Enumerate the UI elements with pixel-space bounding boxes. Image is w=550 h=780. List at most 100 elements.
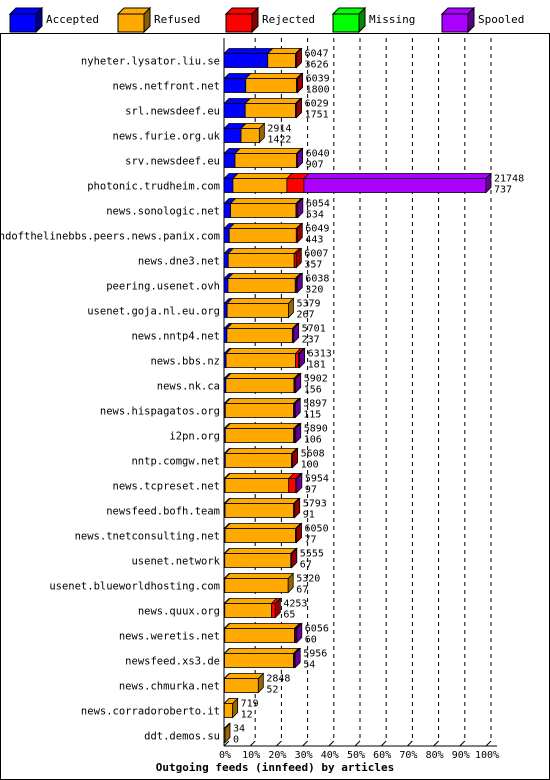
x-tick-label: 60%: [373, 750, 391, 761]
accepted-count-label: 1751: [305, 110, 329, 121]
bar-accepted: [223, 278, 229, 293]
bar-refused: [223, 703, 234, 718]
tick-mark-4: [328, 740, 335, 747]
legend-label-refused: Refused: [154, 13, 200, 26]
offered-count-label: 5320: [296, 574, 320, 585]
tick-mark-9: [459, 740, 466, 747]
bar-end-side: [294, 647, 301, 669]
offered-count-label: 6313: [308, 349, 332, 360]
bar-refused: [267, 53, 296, 68]
category-label: news.bbs.nz: [150, 356, 220, 368]
legend-swatch-rejected: [225, 13, 253, 33]
accepted-count-label: 907: [306, 160, 324, 171]
bar-refused-top: [224, 498, 300, 504]
accepted-count-label: 60: [305, 635, 317, 646]
bar-end-side: [296, 622, 303, 644]
bar-refused: [245, 78, 297, 93]
category-label: peering.usenet.ovh: [106, 281, 220, 293]
bar-refused: [228, 228, 297, 243]
offered-count-label: 5954: [305, 474, 329, 485]
bar-end-side: [297, 197, 304, 219]
category-label: news.chmurka.net: [119, 681, 220, 693]
bar-refused: [226, 303, 289, 318]
plot-area: 0% 10% 20% 30% 40% 50% 60% 70% 80% 90% 100% nyheter…: [0, 33, 550, 780]
offered-count-label: 5793: [303, 499, 327, 510]
accepted-count-label: 443: [305, 235, 323, 246]
bar-rejected: [271, 603, 276, 618]
bar-accepted: [223, 253, 229, 268]
x-tick-label: 100%: [475, 750, 499, 761]
legend-label-rejected: Rejected: [262, 13, 315, 26]
category-label: usenet.goja.nl.eu.org: [87, 306, 220, 318]
bar-end-side: [224, 722, 231, 744]
x-tick-label: 20%: [268, 750, 286, 761]
tick-mark-5: [354, 740, 361, 747]
offered-count-label: 6040: [306, 149, 330, 160]
offered-count-label: 6054: [306, 199, 330, 210]
bar-rejected: [288, 478, 297, 493]
accepted-count-label: 320: [305, 285, 323, 296]
offered-count-label: 5890: [304, 424, 328, 435]
bar-accepted: [223, 228, 230, 243]
accepted-count-label: 100: [301, 460, 319, 471]
x-tick-label: 50%: [347, 750, 365, 761]
bar-refused: [227, 253, 295, 268]
offered-count-label: 5897: [303, 399, 327, 410]
bar-end-side: [485, 172, 492, 194]
category-label: usenet.blueworldhosting.com: [49, 581, 220, 593]
category-label: news.hispagatos.org: [100, 406, 220, 418]
offered-count-label: 6049: [305, 224, 329, 235]
bar-refused: [224, 628, 295, 643]
bar-refused-top: [229, 198, 303, 204]
offered-count-label: 6007: [304, 249, 328, 260]
x-tick-label: 30%: [295, 750, 313, 761]
bar-refused-top: [223, 573, 295, 579]
bar-refused: [224, 578, 289, 593]
bar-end-side: [294, 397, 301, 419]
bar-end-side: [294, 497, 301, 519]
bar-end-side: [295, 422, 302, 444]
category-label: srv.newsdeef.eu: [125, 156, 220, 168]
accepted-count-label: 97: [305, 485, 317, 496]
legend-swatch-missing: [332, 13, 360, 33]
accepted-count-label: 52: [266, 685, 278, 696]
legend-swatch-refused: [117, 13, 145, 33]
bar-rejected: [295, 353, 300, 368]
bar-refused: [232, 178, 288, 193]
bar-end-side: [291, 547, 298, 569]
bar-refused-top: [244, 98, 302, 104]
accepted-count-label: 65: [283, 610, 295, 621]
accepted-count-label: 115: [303, 410, 321, 421]
bar-end-side: [232, 697, 239, 719]
bar-refused-top: [226, 273, 302, 279]
offered-count-label: 21748: [494, 174, 524, 185]
offered-count-label: 6047: [305, 49, 329, 60]
x-tick-label: 70%: [399, 750, 417, 761]
bar-refused-top: [224, 473, 295, 479]
tick-mark-3: [302, 740, 308, 747]
category-label: i2pn.org: [169, 431, 220, 443]
accepted-count-label: 3626: [305, 60, 329, 71]
bar-refused-top: [223, 598, 278, 604]
legend-swatch-accepted: [9, 13, 37, 33]
bar-end-side: [258, 122, 265, 144]
category-label: news.furie.org.uk: [113, 131, 221, 143]
category-label: nyheter.lysator.liu.se: [81, 56, 220, 68]
bar-refused: [240, 128, 260, 143]
bar-refused: [226, 328, 293, 343]
accepted-count-label: 12: [241, 710, 253, 721]
category-label: news.quux.org: [138, 606, 220, 618]
offered-count-label: 6029: [305, 99, 329, 110]
bar-refused-top: [223, 673, 265, 679]
bar-rejected: [286, 178, 305, 193]
bar-refused-top: [226, 298, 295, 304]
offered-count-label: 6056: [305, 624, 329, 635]
bar-refused: [224, 528, 296, 543]
category-label: news.nk.ca: [157, 381, 220, 393]
tick-mark-1: [249, 740, 256, 747]
category-label: news.tcpreset.net: [113, 481, 220, 493]
accepted-count-label: 54: [303, 660, 315, 671]
bar-refused: [224, 478, 290, 493]
bar-end-side: [296, 97, 302, 119]
accepted-count-label: 1800: [306, 85, 330, 96]
